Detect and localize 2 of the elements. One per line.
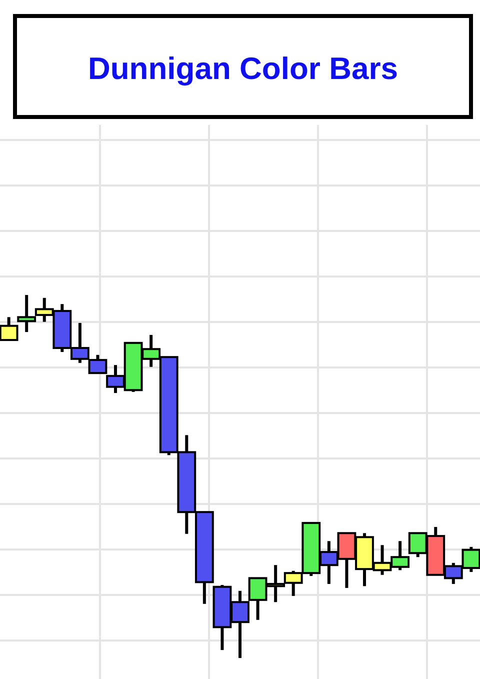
chart-title: Dunnigan Color Bars bbox=[88, 51, 398, 86]
candlestick bbox=[0, 317, 18, 342]
